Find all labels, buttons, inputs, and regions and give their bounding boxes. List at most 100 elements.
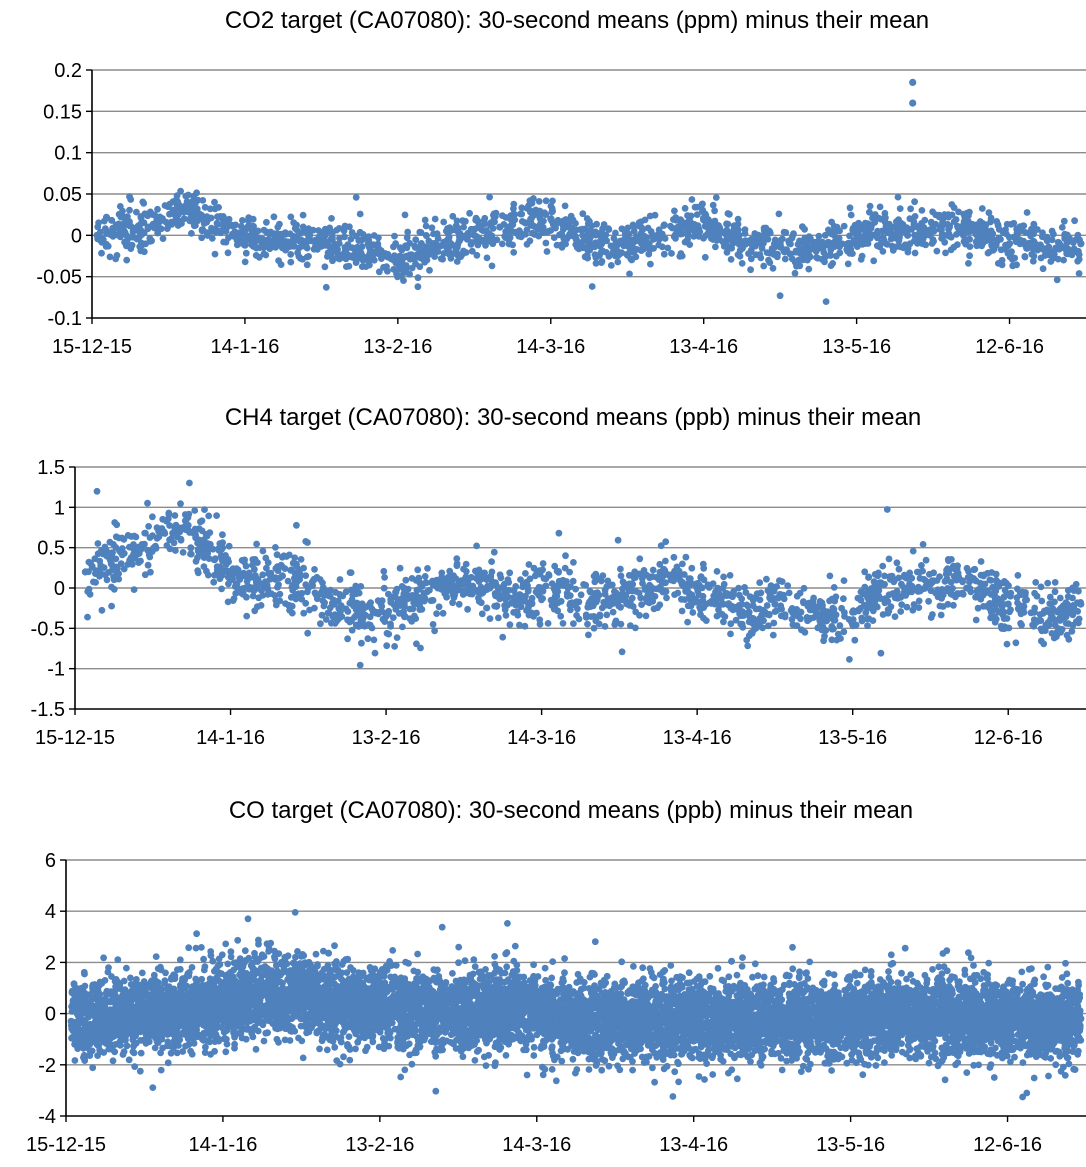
data-point [347, 253, 354, 261]
data-point [858, 252, 866, 260]
data-point [691, 598, 699, 606]
data-point [1019, 588, 1027, 596]
data-point [199, 197, 207, 204]
data-point [970, 566, 978, 574]
data-point [257, 602, 265, 609]
data-point [226, 576, 234, 584]
data-point [797, 615, 804, 623]
x-tick-label: 14-3-16 [502, 1134, 571, 1156]
data-point [1059, 602, 1067, 610]
data-point [244, 574, 252, 581]
data-point [297, 556, 305, 563]
chart-title: CO2 target (CA07080): 30-second means (p… [225, 7, 929, 34]
data-point [438, 569, 446, 577]
data-point [398, 263, 406, 271]
data-point [226, 568, 235, 576]
data-point [173, 192, 181, 200]
data-point [838, 240, 846, 248]
data-point [801, 225, 808, 233]
data-point [594, 575, 602, 582]
data-point [111, 519, 119, 526]
data-point [252, 576, 261, 584]
data-point [1047, 258, 1055, 265]
data-point [738, 260, 746, 267]
data-point [154, 229, 162, 237]
data-point [606, 602, 613, 610]
data-point [204, 571, 212, 579]
data-point [516, 621, 523, 629]
data-point [323, 229, 331, 237]
data-point [791, 269, 799, 277]
data-point [764, 587, 772, 594]
data-point [1070, 602, 1077, 609]
data-point [869, 605, 877, 612]
data-point [554, 583, 561, 591]
data-point [297, 255, 304, 262]
data-point [110, 231, 118, 238]
data-point [538, 584, 546, 592]
data-point [188, 230, 195, 237]
data-point [414, 566, 422, 574]
data-point [535, 232, 543, 240]
data-point [550, 605, 558, 613]
data-point [955, 223, 963, 231]
data-point [636, 555, 644, 563]
data-point [821, 632, 828, 640]
data-point [521, 219, 529, 227]
data-point [828, 218, 835, 226]
y-tick-label: -4 [38, 1106, 56, 1128]
data-point [402, 576, 410, 584]
data-point [584, 603, 592, 611]
data-point [1071, 217, 1078, 225]
data-point [1051, 598, 1058, 606]
data-point [239, 590, 247, 598]
data-point [428, 224, 436, 232]
data-point [944, 600, 952, 608]
data-point [881, 599, 889, 607]
data-point [159, 527, 167, 536]
data-point [453, 217, 461, 225]
data-point [663, 594, 670, 602]
data-point [638, 575, 646, 582]
data-point [300, 564, 307, 572]
data-point [920, 232, 928, 240]
x-tick-label: 14-1-16 [210, 336, 279, 358]
data-point [328, 619, 335, 627]
data-point [918, 220, 925, 227]
data-point [401, 1066, 409, 1074]
data-point [427, 597, 435, 605]
data-point [287, 251, 295, 258]
data-point [504, 593, 512, 601]
data-point [1031, 240, 1039, 248]
data-point [816, 617, 824, 624]
data-point [909, 99, 917, 107]
data-point [915, 597, 923, 605]
data-point [127, 222, 135, 230]
data-point [851, 636, 859, 644]
data-point [623, 240, 631, 248]
data-point [368, 624, 376, 632]
data-point [518, 210, 526, 218]
data-point [543, 228, 551, 236]
data-point [210, 578, 218, 586]
data-point [659, 588, 667, 596]
data-point [431, 627, 438, 635]
data-point [174, 222, 182, 229]
data-point [756, 579, 764, 586]
data-point [785, 981, 793, 989]
data-point [730, 588, 737, 595]
data-point [203, 229, 211, 237]
data-point [177, 500, 184, 508]
data-point [292, 583, 300, 590]
data-point [220, 238, 228, 246]
data-point [906, 569, 914, 577]
data-point [637, 594, 645, 602]
data-point [1064, 245, 1072, 253]
data-point [184, 207, 192, 214]
data-point [899, 221, 907, 228]
data-point [89, 1064, 97, 1072]
data-point [857, 604, 864, 612]
data-point [645, 250, 653, 258]
data-point [122, 218, 129, 226]
